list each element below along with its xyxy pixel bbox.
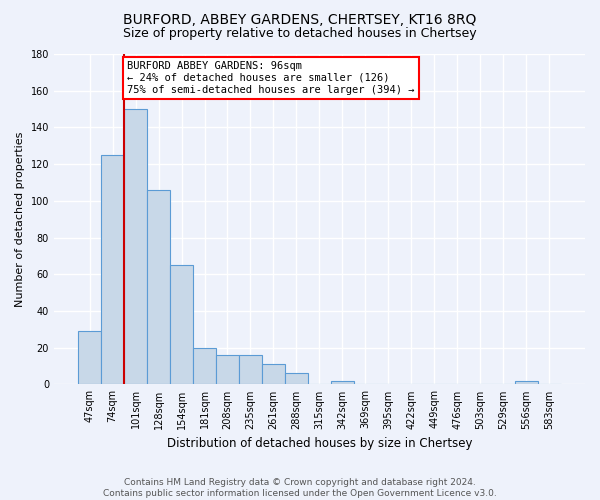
Bar: [193, 348, 216, 385]
Bar: [331, 381, 354, 384]
Text: BURFORD ABBEY GARDENS: 96sqm
← 24% of detached houses are smaller (126)
75% of s: BURFORD ABBEY GARDENS: 96sqm ← 24% of de…: [127, 62, 415, 94]
Bar: [147, 190, 170, 384]
Bar: [239, 355, 262, 384]
Bar: [170, 265, 193, 384]
Bar: [262, 364, 285, 384]
Y-axis label: Number of detached properties: Number of detached properties: [15, 132, 25, 307]
Bar: [285, 374, 308, 384]
Text: Contains HM Land Registry data © Crown copyright and database right 2024.
Contai: Contains HM Land Registry data © Crown c…: [103, 478, 497, 498]
X-axis label: Distribution of detached houses by size in Chertsey: Distribution of detached houses by size …: [167, 437, 472, 450]
Bar: [78, 331, 101, 384]
Bar: [124, 109, 147, 384]
Bar: [216, 355, 239, 384]
Text: Size of property relative to detached houses in Chertsey: Size of property relative to detached ho…: [123, 28, 477, 40]
Bar: [101, 155, 124, 384]
Bar: [515, 381, 538, 384]
Text: BURFORD, ABBEY GARDENS, CHERTSEY, KT16 8RQ: BURFORD, ABBEY GARDENS, CHERTSEY, KT16 8…: [124, 12, 476, 26]
